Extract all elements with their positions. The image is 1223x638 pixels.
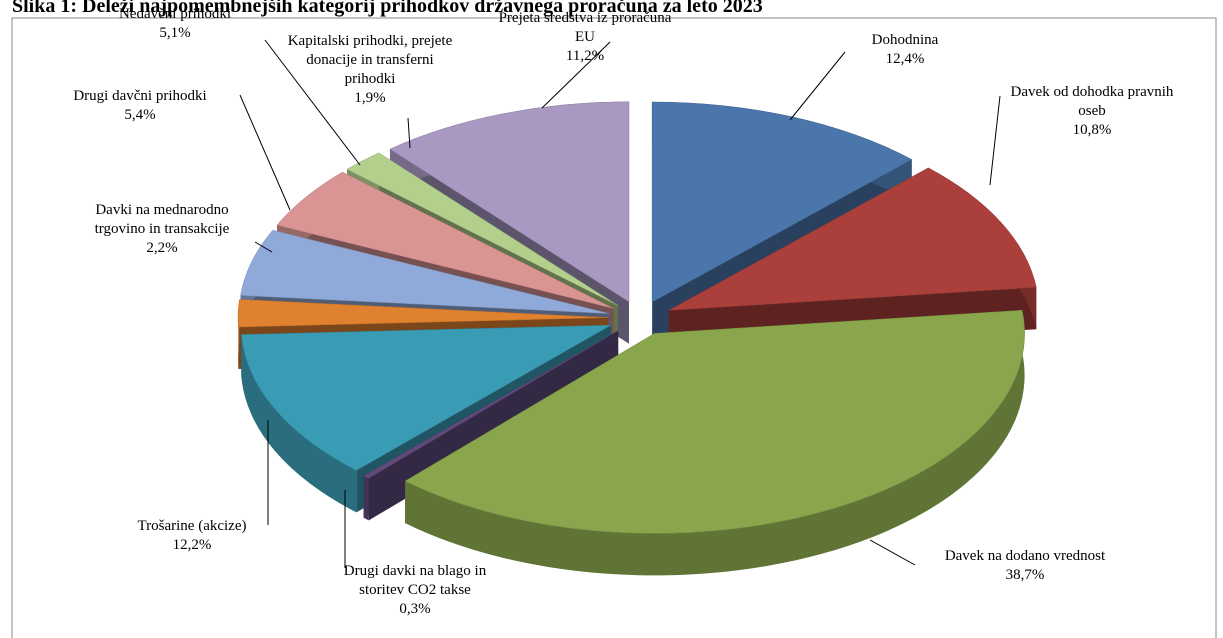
data-label: Drugi davki na blago in storitev CO2 taks… — [344, 563, 487, 598]
data-label: Dohodnina — [872, 32, 939, 48]
value-label: 12,2% — [173, 537, 212, 553]
slice — [404, 309, 1025, 576]
data-label: Davek od dohodka pravnih oseb — [1011, 84, 1174, 119]
leader-line — [254, 241, 273, 253]
leader-line — [869, 539, 916, 566]
frame — [11, 17, 1217, 638]
data-label: Nedavčni prihodki — [119, 6, 231, 22]
value-label: 12,4% — [886, 51, 925, 67]
value-label: 10,8% — [1073, 122, 1112, 138]
leader-line — [789, 51, 846, 121]
value-label: 38,7% — [1006, 567, 1045, 583]
value-label: 0,3% — [399, 601, 430, 617]
leader-line — [541, 41, 611, 109]
slice-top — [346, 152, 619, 306]
leader-line — [264, 39, 361, 166]
slice-top — [237, 299, 609, 328]
slice-side — [241, 334, 357, 513]
slice-top — [404, 309, 1025, 534]
value-label: 2,2% — [146, 240, 177, 256]
data-label: Davki na mednarodno trgovino in transakci… — [95, 202, 230, 237]
slice-side — [363, 475, 369, 521]
slice-top — [668, 167, 1037, 311]
chart-title: Slika 1: Deleži najpomembnejših kategori… — [12, 0, 763, 17]
data-label: Drugi davčni prihodki — [73, 88, 206, 104]
value-label: 5,1% — [159, 25, 190, 41]
value-label: 1,9% — [354, 90, 385, 106]
slice-top — [276, 171, 614, 309]
data-label: Trošarine (akcize) — [138, 518, 247, 534]
data-label: Davek na dodano vrednost — [945, 548, 1106, 564]
data-label: Kapitalski prihodki, prejete donacije in … — [288, 33, 453, 87]
leader-line — [407, 117, 411, 149]
slice-top — [241, 324, 612, 471]
slice-top — [363, 330, 619, 479]
slice-top — [240, 229, 610, 314]
slice-top — [389, 101, 630, 303]
value-label: 5,4% — [124, 107, 155, 123]
data-label: Prejeta sredstva iz proračuna EU — [499, 10, 672, 45]
value-label: 11,2% — [566, 48, 604, 64]
leader-line — [239, 94, 291, 211]
leader-line — [989, 95, 1001, 186]
slice-side — [405, 310, 1025, 576]
